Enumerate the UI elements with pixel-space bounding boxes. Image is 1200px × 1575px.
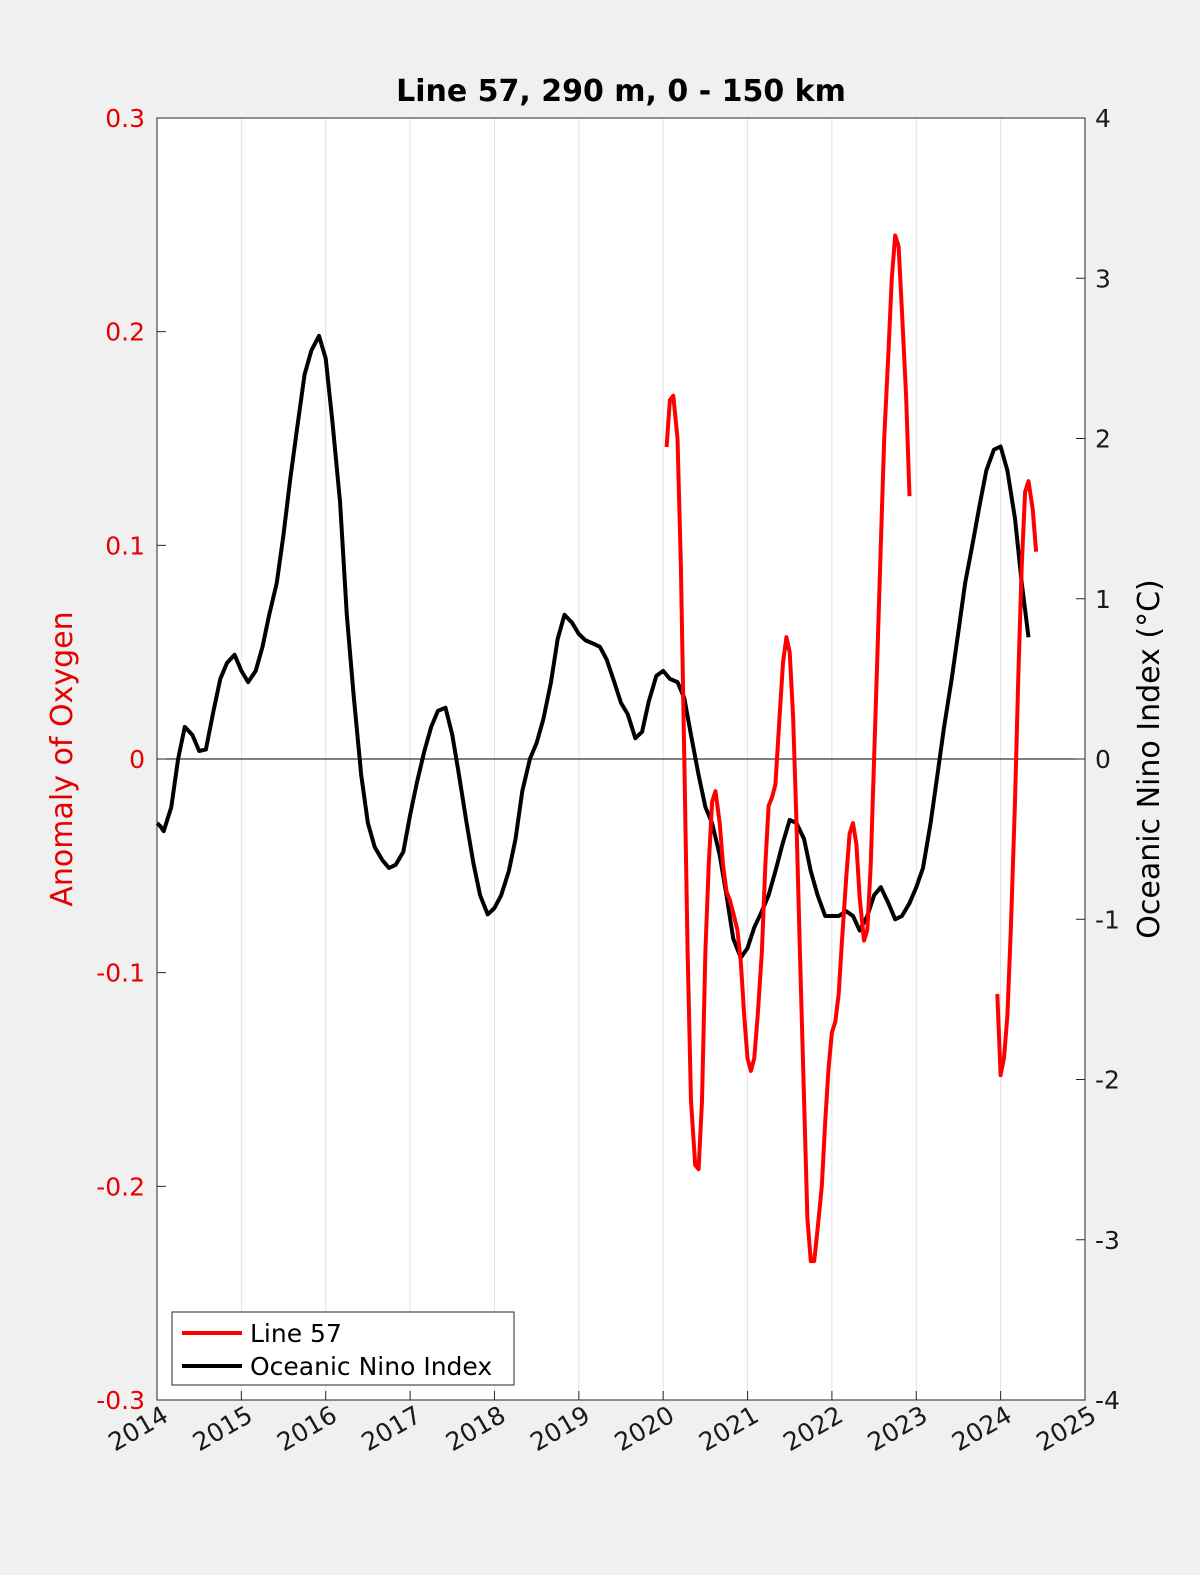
legend-label-oni: Oceanic Nino Index — [250, 1352, 492, 1381]
chart-title: Line 57, 290 m, 0 - 150 km — [396, 74, 846, 109]
series-oni-line — [155, 333, 1031, 960]
y-right-tick-label: -1 — [1095, 905, 1120, 934]
y-left-tick-label: 0 — [129, 745, 145, 774]
left-y-axis: -0.3 -0.2 -0.1 0 0.1 0.2 0.3 — [96, 104, 166, 1415]
right-y-axis-label: Oceanic Nino Index (°C) — [1132, 579, 1167, 939]
legend: Line 57 Oceanic Nino Index — [171, 1311, 515, 1386]
y-left-tick-label: 0.3 — [105, 104, 145, 133]
series-line57-line — [664, 233, 912, 1264]
y-right-tick-label: 0 — [1095, 745, 1111, 774]
y-right-tick-label: 4 — [1095, 104, 1111, 133]
left-y-axis-label: Anomaly of Oxygen — [45, 611, 80, 906]
legend-box — [171, 1311, 515, 1386]
series-layer — [155, 233, 1039, 1264]
y-left-tick-label: -0.3 — [96, 1386, 145, 1415]
y-right-tick-label: 1 — [1095, 585, 1111, 614]
series-line57-line — [995, 479, 1039, 1078]
y-right-tick-label: 3 — [1095, 264, 1111, 293]
y-left-tick-label: 0.2 — [105, 318, 145, 347]
y-left-tick-label: -0.2 — [96, 1172, 145, 1201]
y-left-tick-label: 0.1 — [105, 531, 145, 560]
y-right-tick-label: -4 — [1095, 1386, 1120, 1415]
y-right-tick-label: 2 — [1095, 425, 1111, 454]
right-y-axis: -4 -3 -2 -1 0 1 2 3 4 — [1076, 104, 1120, 1415]
legend-label-line57: Line 57 — [250, 1319, 342, 1348]
y-right-tick-label: -2 — [1095, 1066, 1120, 1095]
y-left-tick-label: -0.1 — [96, 959, 145, 988]
y-right-tick-label: -3 — [1095, 1226, 1120, 1255]
